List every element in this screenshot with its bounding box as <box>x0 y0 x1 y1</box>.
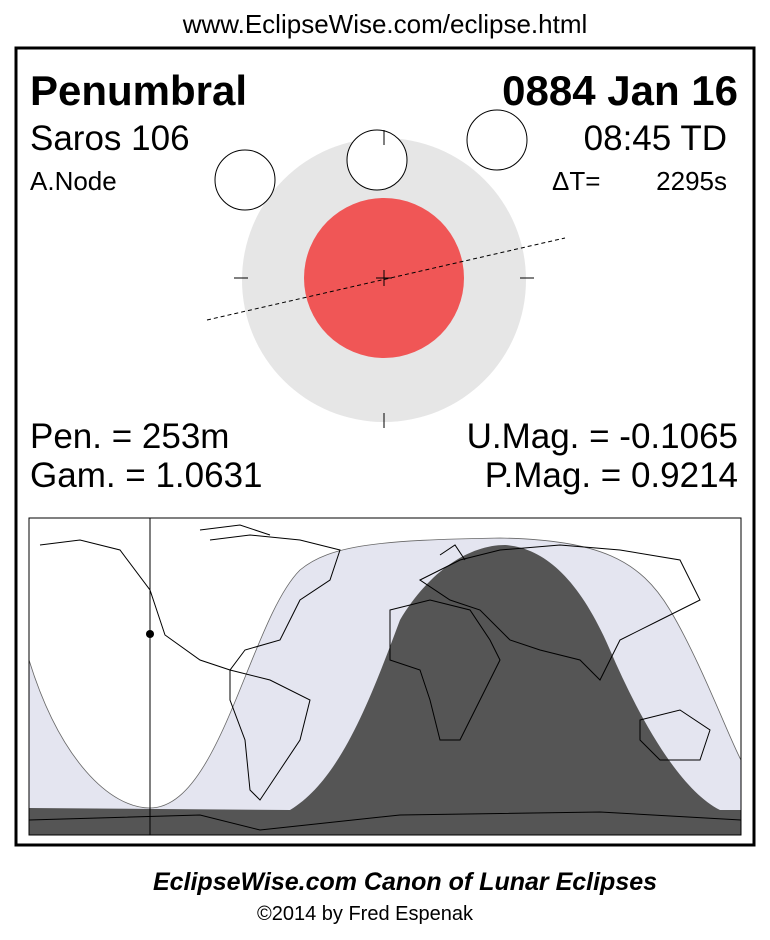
saros: Saros 106 <box>30 119 190 158</box>
node: A.Node <box>30 166 117 196</box>
gamma: Gam. = 1.0631 <box>30 456 263 495</box>
eclipse-diagram <box>206 109 566 428</box>
eclipse-type: Penumbral <box>30 67 247 114</box>
penumbral-mag: P.Mag. = 0.9214 <box>485 456 738 495</box>
moon <box>466 109 528 171</box>
delta-t-label: ΔT= <box>552 166 600 196</box>
greatest-eclipse-point <box>146 630 154 638</box>
url: www.EclipseWise.com/eclipse.html <box>182 9 588 39</box>
moon-path <box>206 237 566 321</box>
moon <box>214 149 276 211</box>
moon <box>346 129 408 191</box>
coastlines <box>29 524 741 831</box>
time: 08:45 TD <box>584 119 727 158</box>
umbral-zone <box>29 545 741 835</box>
map <box>28 517 742 836</box>
map-border <box>28 517 742 836</box>
eclipse-date: 0884 Jan 16 <box>502 67 738 114</box>
delta-t: 2295s <box>656 166 727 196</box>
footer-title: EclipseWise.com Canon of Lunar Eclipses <box>153 868 657 896</box>
pen-duration: Pen. = 253m <box>30 417 229 456</box>
umbral-mag: U.Mag. = -0.1065 <box>467 417 738 456</box>
footer-credit: ©2014 by Fred Espenak <box>257 903 474 925</box>
ticks <box>234 130 534 428</box>
